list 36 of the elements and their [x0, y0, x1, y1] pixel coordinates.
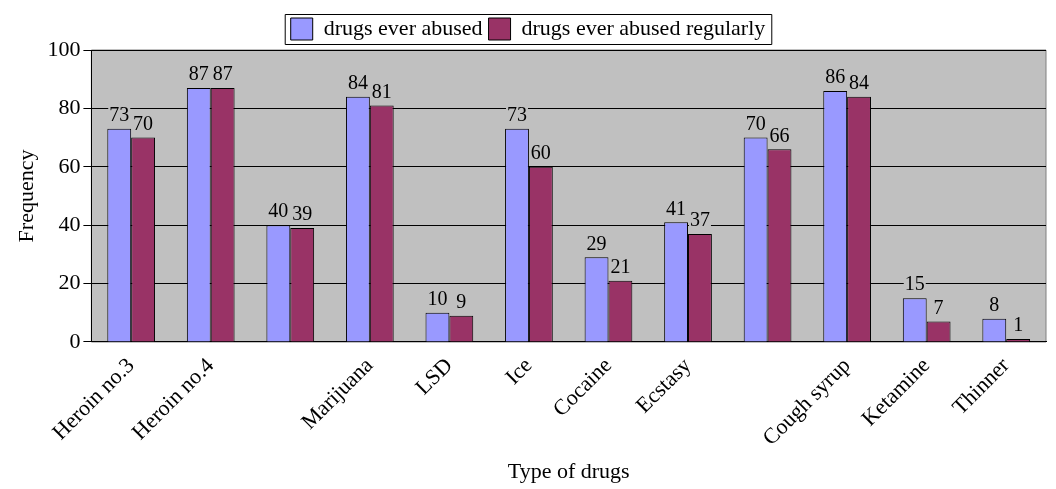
data-label: 7 [933, 295, 944, 318]
data-label: 81 [371, 79, 392, 102]
y-tick-label: 40 [58, 210, 81, 236]
data-label: 73 [109, 103, 130, 126]
data-label: 73 [506, 103, 527, 126]
data-label: 8 [989, 292, 1000, 315]
legend-label: drugs ever abused [323, 14, 483, 40]
data-label: 37 [689, 208, 710, 231]
data-label: 10 [427, 287, 448, 310]
y-tick-label: 20 [58, 269, 81, 295]
y-tick-label: 60 [58, 152, 81, 178]
x-axis-title: Type of drugs [507, 457, 630, 483]
data-label: 1 [1013, 313, 1024, 336]
data-label: 39 [292, 202, 313, 225]
x-tick-label: Ice [499, 352, 537, 389]
y-axis-title: Frequency [12, 149, 38, 243]
y-tick-label: 80 [58, 94, 81, 120]
data-label: 70 [745, 111, 766, 134]
x-tick-label: LSD [409, 352, 457, 400]
data-label: 84 [849, 70, 870, 93]
data-label: 29 [586, 231, 607, 254]
data-label: 21 [610, 254, 631, 277]
legend-label: drugs ever abused regularly [521, 14, 766, 40]
y-tick-label: 100 [47, 35, 81, 61]
data-label: 40 [268, 199, 289, 222]
data-label: 70 [133, 111, 154, 134]
data-label: 9 [456, 289, 467, 312]
data-label: 87 [212, 62, 233, 85]
data-label: 60 [530, 141, 551, 164]
data-label: 86 [825, 65, 846, 88]
data-label: 15 [904, 272, 925, 295]
y-tick-label: 0 [69, 327, 81, 353]
data-label: 41 [666, 196, 687, 219]
data-label: 84 [347, 70, 368, 93]
data-label: 87 [188, 62, 209, 85]
data-label: 66 [769, 123, 790, 146]
